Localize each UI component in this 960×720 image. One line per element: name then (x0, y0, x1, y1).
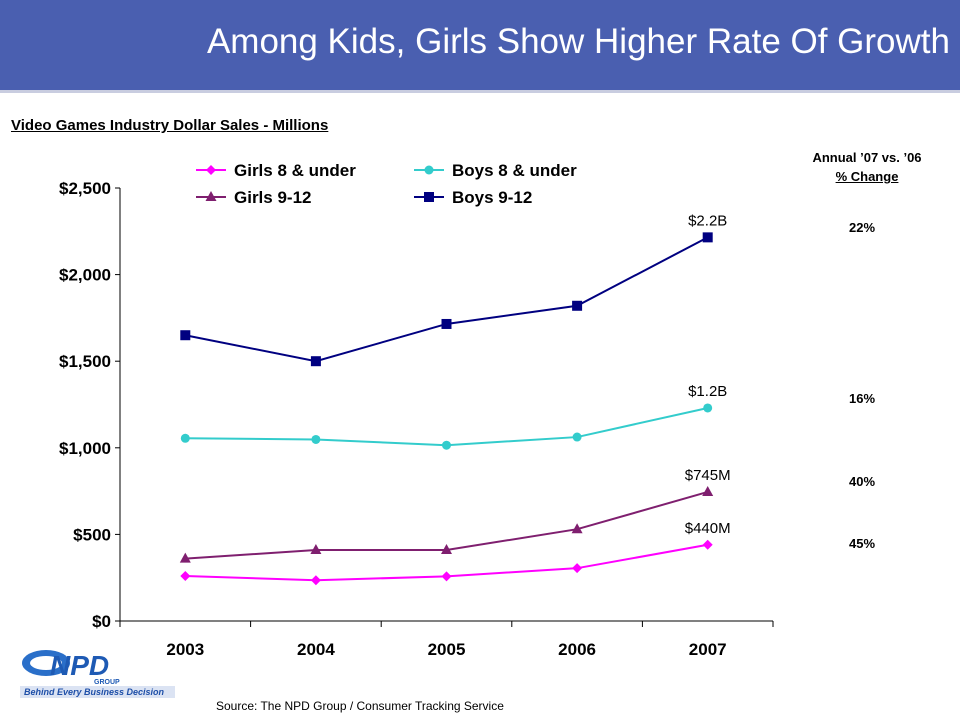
y-tick-label: $1,500 (59, 352, 111, 371)
pct-change-boys-8-under: 16% (848, 391, 876, 406)
legend-label: Girls 8 & under (234, 161, 356, 180)
header-bar (0, 0, 960, 90)
pct-change-girls-9-12: 40% (848, 474, 876, 489)
data-label: $2.2B (688, 212, 727, 229)
chart-legend: Girls 8 & under Boys 8 & under Girls 9-12 B… (196, 161, 577, 207)
data-point (424, 165, 434, 175)
data-point (180, 570, 191, 581)
chart-series: $440M $1.2B $745M $2.2B (179, 212, 731, 586)
y-tick-label: $500 (73, 525, 111, 544)
annual-change-title: Annual ’07 vs. ’06 (812, 150, 922, 165)
header-divider (0, 90, 960, 93)
legend-label: Girls 9-12 (234, 188, 312, 207)
data-point (441, 571, 452, 582)
y-tick-label: $2,000 (59, 266, 111, 285)
data-label: $1.2B (688, 383, 727, 400)
data-label: $745M (685, 467, 731, 484)
annual-change-header: Annual ’07 vs. ’06 % Change (782, 150, 952, 184)
legend-label: Boys 9-12 (452, 188, 532, 207)
data-point (572, 432, 582, 442)
data-point (311, 434, 321, 444)
y-tick-label: $0 (92, 612, 111, 631)
data-point (442, 440, 451, 450)
pct-change-boys-9-12: 22% (848, 220, 876, 235)
legend-label: Boys 8 & under (452, 161, 577, 180)
data-point (310, 575, 321, 586)
data-point (441, 543, 452, 554)
chart-subtitle: Video Games Industry Dollar Sales - Mill… (11, 117, 329, 134)
data-point (206, 165, 216, 175)
logo-group: GROUP (94, 679, 120, 686)
source-note: Source: The NPD Group / Consumer Trackin… (216, 699, 504, 713)
x-tick-label: 2004 (297, 640, 335, 659)
data-point (424, 192, 434, 202)
x-tick-label: 2003 (166, 640, 204, 659)
series-line (185, 406, 708, 447)
data-point (702, 232, 713, 243)
data-point (572, 563, 583, 574)
data-point (441, 318, 452, 329)
pct-change-girls-8-under: 45% (848, 536, 876, 551)
logo-tagline: Behind Every Business Decision (24, 687, 165, 697)
slide-title: Among Kids, Girls Show Higher Rate Of Gr… (206, 22, 950, 61)
y-tick-label: $2,500 (59, 179, 111, 198)
data-point (702, 539, 713, 550)
x-tick-label: 2007 (689, 640, 727, 659)
data-point (179, 552, 191, 563)
data-point (180, 433, 190, 443)
annual-change-subtitle: % Change (835, 169, 899, 184)
npd-logo: NPD GROUP Behind Every Business Decision (20, 646, 180, 703)
data-point (571, 523, 583, 534)
data-point (205, 191, 217, 201)
data-point (310, 543, 322, 554)
series-line (185, 236, 709, 363)
y-tick-label: $1,000 (59, 439, 111, 458)
data-point (180, 330, 191, 341)
data-label: $440M (685, 520, 731, 537)
data-point (572, 300, 583, 311)
x-tick-label: 2006 (558, 640, 596, 659)
logo-wordmark: NPD (50, 650, 109, 681)
x-tick-label: 2005 (428, 640, 466, 659)
data-point (703, 403, 713, 413)
data-point (310, 356, 321, 367)
data-point (702, 485, 714, 496)
chart-axes: $0 $500 $1,000 $1,500 $2,000 $2,500 2003 2004 20… (59, 179, 774, 659)
